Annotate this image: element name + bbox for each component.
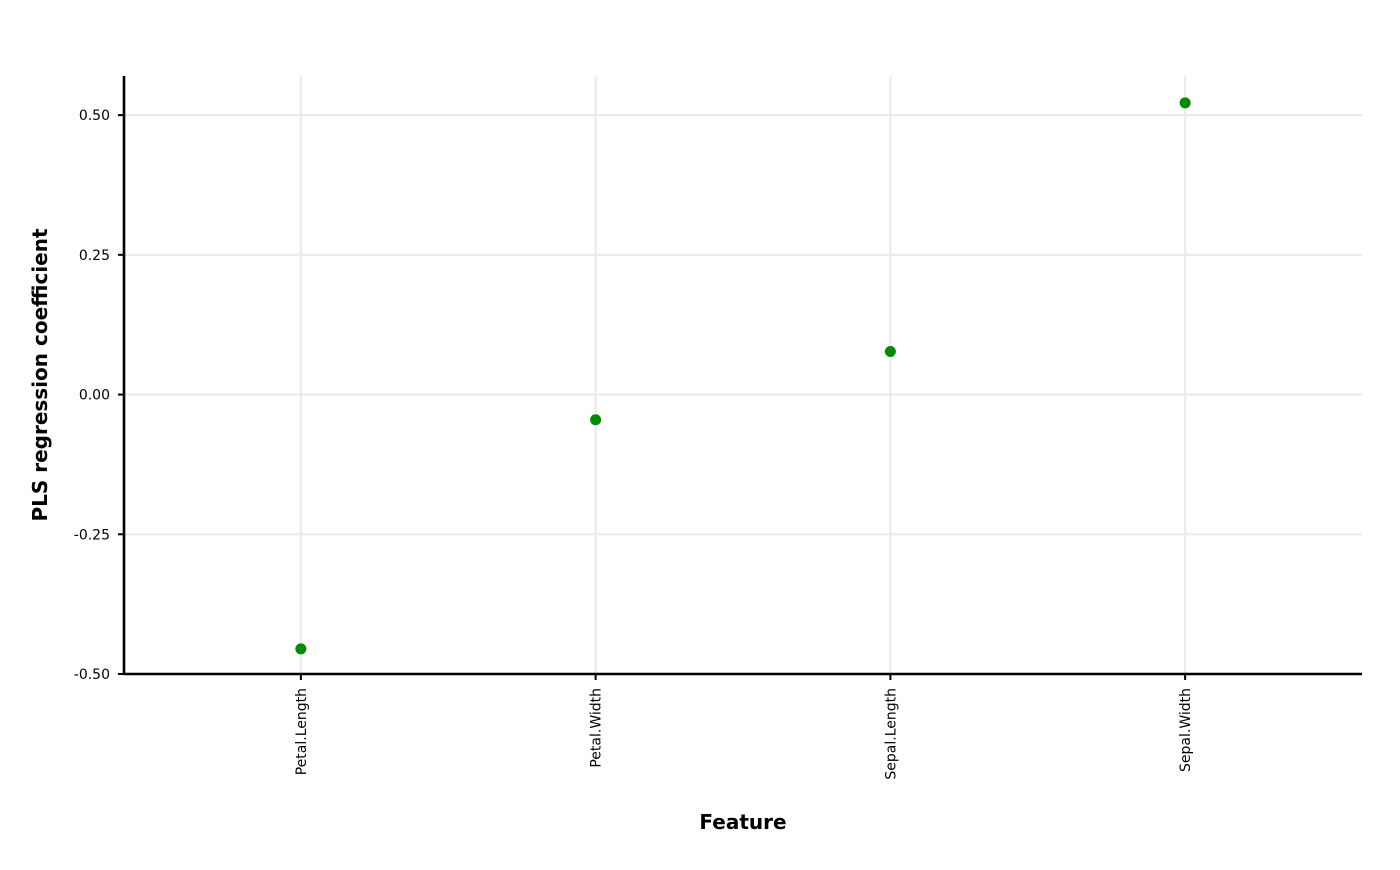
gridlines bbox=[124, 76, 1362, 676]
x-tick-label: Petal.Length bbox=[294, 688, 310, 775]
y-tick-label: -0.25 bbox=[74, 527, 110, 543]
y-tick-label: 0.25 bbox=[79, 248, 110, 264]
axes bbox=[122, 76, 1362, 676]
data-point-petal-length bbox=[295, 643, 307, 655]
data-points bbox=[295, 97, 1191, 655]
x-tick-label: Sepal.Width bbox=[1178, 688, 1194, 772]
x-tick-label: Petal.Width bbox=[589, 688, 605, 768]
y-axis-title: PLS regression coefficient bbox=[28, 228, 52, 522]
data-point-petal-width bbox=[590, 414, 602, 426]
data-point-sepal-width bbox=[1179, 97, 1191, 109]
x-axis-title: Feature bbox=[699, 810, 786, 834]
ticks: -0.50 -0.25 0.00 0.25 0.50 Petal.Length Petal.… bbox=[74, 108, 1194, 779]
y-tick-label: 0.50 bbox=[79, 108, 110, 124]
y-tick-label: -0.50 bbox=[74, 667, 110, 683]
x-tick-label: Sepal.Length bbox=[883, 688, 899, 780]
data-point-sepal-length bbox=[884, 346, 896, 358]
y-tick-label: 0.00 bbox=[79, 388, 110, 404]
